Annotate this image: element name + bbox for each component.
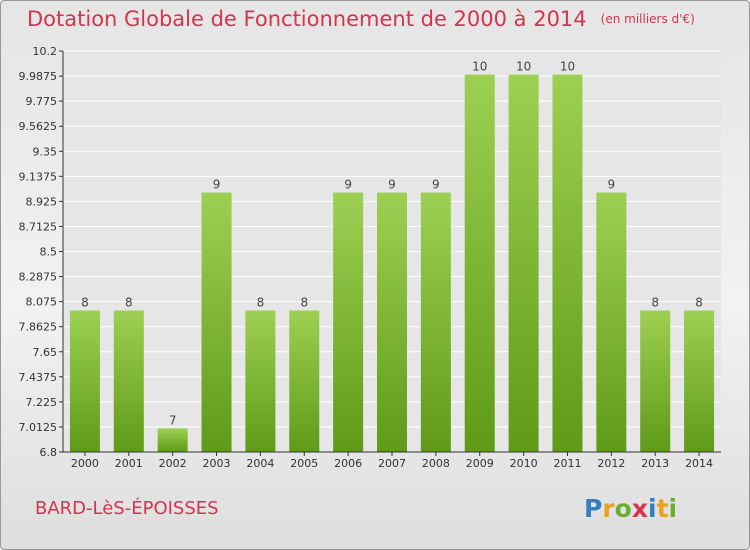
data-label: 9 <box>608 178 616 192</box>
x-tick-label: 2013 <box>641 457 669 470</box>
y-tick-label: 8.5 <box>40 246 58 259</box>
chart-title: Dotation Globale de Fonctionnement de 20… <box>27 7 695 31</box>
y-tick-label: 9.775 <box>26 95 58 108</box>
x-tick-label: 2011 <box>553 457 581 470</box>
axes: 6.8 7.0125 7.225 7.4375 7.65 7.8625 8.075 8.287… <box>19 45 721 470</box>
bar <box>157 428 188 452</box>
bar <box>201 192 232 452</box>
x-tick-label: 2009 <box>466 457 494 470</box>
bar <box>552 74 583 453</box>
bar <box>596 192 627 452</box>
bar <box>245 310 276 452</box>
y-tick-label: 6.8 <box>40 446 58 459</box>
data-label: 9 <box>388 178 396 192</box>
data-label: 8 <box>257 295 265 309</box>
data-label: 8 <box>125 295 133 309</box>
y-tick-label: 7.65 <box>33 346 58 359</box>
data-label: 9 <box>344 178 352 192</box>
data-label: 8 <box>300 295 308 309</box>
x-tick-label: 2010 <box>510 457 538 470</box>
y-tick-label: 7.225 <box>26 396 58 409</box>
bar <box>640 310 671 452</box>
chart-title-text: Dotation Globale de Fonctionnement de 20… <box>27 7 587 31</box>
y-tick-label: 9.1375 <box>19 170 58 183</box>
x-tick-label: 2003 <box>203 457 231 470</box>
bar <box>289 310 320 452</box>
bar <box>333 192 364 452</box>
data-label: 10 <box>560 60 575 74</box>
y-tick-label: 7.8625 <box>19 321 58 334</box>
y-tick-label: 9.9875 <box>19 70 58 83</box>
bar <box>113 310 144 452</box>
x-tick-label: 2008 <box>422 457 450 470</box>
bars: 8 8 7 9 8 8 9 9 9 10 10 10 9 8 8 <box>69 60 715 453</box>
y-tick-label: 8.925 <box>26 195 58 208</box>
x-tick-label: 2007 <box>378 457 406 470</box>
commune-name: BARD-LèS-ÉPOISSES <box>35 498 219 519</box>
bar <box>464 74 495 453</box>
x-tick-label: 2005 <box>290 457 318 470</box>
bar <box>377 192 407 452</box>
bar <box>684 310 715 452</box>
data-label: 7 <box>169 413 177 427</box>
bar <box>69 310 100 452</box>
svg-text:Proxiti: Proxiti <box>584 494 677 523</box>
data-label: 10 <box>516 60 531 74</box>
y-tick-label: 7.0125 <box>19 421 58 434</box>
x-tick-label: 2000 <box>71 457 99 470</box>
y-tick-label: 8.7125 <box>19 220 58 233</box>
bar <box>420 192 451 452</box>
data-label: 9 <box>213 178 221 192</box>
bar <box>508 74 539 453</box>
data-label: 9 <box>432 178 440 192</box>
x-tick-label: 2001 <box>115 457 143 470</box>
y-tick-label: 8.075 <box>26 296 58 309</box>
x-tick-label: 2002 <box>159 457 187 470</box>
data-label: 8 <box>651 295 659 309</box>
y-tick-label: 10.2 <box>33 45 58 58</box>
data-label: 10 <box>472 60 487 74</box>
y-tick-label: 9.5625 <box>19 120 58 133</box>
y-tick-label: 7.4375 <box>19 371 58 384</box>
proxiti-logo: Proxiti <box>584 494 677 523</box>
x-tick-label: 2004 <box>246 457 274 470</box>
x-tick-label: 2006 <box>334 457 362 470</box>
y-tick-label: 9.35 <box>33 145 58 158</box>
x-tick-label: 2014 <box>685 457 713 470</box>
unit-label: (en milliers d'€) <box>600 12 695 26</box>
y-tick-label: 8.2875 <box>19 271 58 284</box>
x-tick-label: 2012 <box>597 457 625 470</box>
data-label: 8 <box>695 295 703 309</box>
data-label: 8 <box>81 295 89 309</box>
